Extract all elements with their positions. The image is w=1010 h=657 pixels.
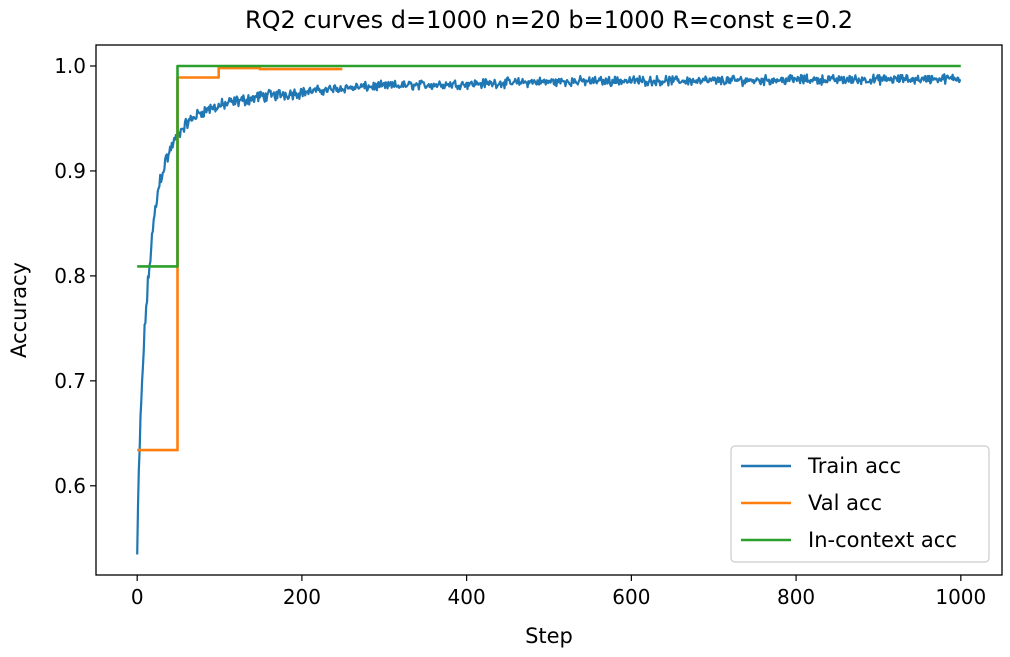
x-tick-label: 400 [448,585,486,609]
chart-title: RQ2 curves d=1000 n=20 b=1000 R=const ε=… [245,6,853,34]
x-tick-label: 1000 [935,585,986,609]
legend: Train acc Val acc In-context acc [730,445,990,563]
y-tick-label: 0.9 [54,159,86,183]
plot-area [136,64,962,555]
x-axis-label: Step [525,624,573,648]
x-tick-label: 600 [612,585,650,609]
x-tick-label: 200 [283,585,321,609]
legend-entry: In-context acc [808,528,957,552]
legend-entry: Val acc [808,491,882,515]
series-line-0 [136,73,962,555]
y-tick-label: 0.7 [54,369,86,393]
y-axis-label: Accuracy [7,262,31,358]
y-axis: 0.6 0.7 0.8 0.9 1.0 [54,54,96,498]
x-axis: 0 200 400 600 800 1000 [131,575,986,609]
x-tick-label: 800 [777,585,815,609]
y-tick-label: 1.0 [54,54,86,78]
y-tick-label: 0.8 [54,264,86,288]
y-tick-label: 0.6 [54,474,86,498]
axes-frame [95,44,1003,576]
series-line-2 [137,64,961,268]
legend-entry: Train acc [807,454,901,478]
legend-box [730,445,990,563]
series-line-1 [137,66,343,452]
x-tick-label: 0 [131,585,144,609]
